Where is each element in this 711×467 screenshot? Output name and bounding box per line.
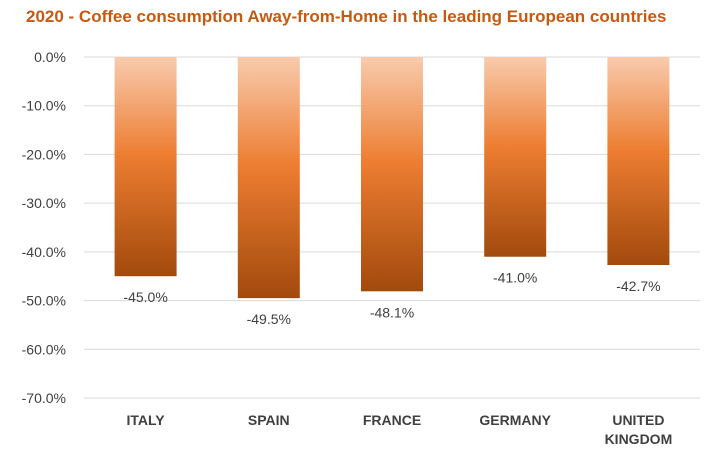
data-label: -48.1% <box>370 304 414 320</box>
category-label: FRANCE <box>363 412 421 428</box>
bar <box>484 57 547 257</box>
bar <box>607 57 670 266</box>
category-label: KINGDOM <box>605 431 673 447</box>
x-axis-categories: ITALY SPAIN FRANCE GERMANY UNITED KINGDOM <box>127 412 673 447</box>
data-label: -42.7% <box>616 278 660 294</box>
chart-title: 2020 - Coffee consumption Away-from-Home… <box>26 7 667 26</box>
category-label: ITALY <box>127 412 166 428</box>
category-label: GERMANY <box>479 412 551 428</box>
y-tick-label: -30.0% <box>22 195 66 211</box>
bar <box>237 57 300 299</box>
data-label: -41.0% <box>493 270 537 286</box>
data-label: -49.5% <box>247 311 291 327</box>
y-tick-label: 0.0% <box>34 49 66 65</box>
category-label: SPAIN <box>248 412 290 428</box>
y-tick-label: -70.0% <box>22 390 66 406</box>
y-tick-label: -60.0% <box>22 341 66 357</box>
bar <box>361 57 423 292</box>
category-label: UNITED <box>612 412 664 428</box>
y-tick-label: -20.0% <box>22 146 66 162</box>
bar <box>114 57 177 277</box>
data-label: -45.0% <box>123 289 167 305</box>
y-axis-ticks: 0.0% -10.0% -20.0% -30.0% -40.0% -50.0% -60.0%… <box>22 49 66 406</box>
y-tick-label: -50.0% <box>22 293 66 309</box>
y-tick-label: -40.0% <box>22 244 66 260</box>
bars: -45.0% -49.5% -48.1% -41.0% -42.7% <box>114 57 670 327</box>
y-tick-label: -10.0% <box>22 98 66 114</box>
